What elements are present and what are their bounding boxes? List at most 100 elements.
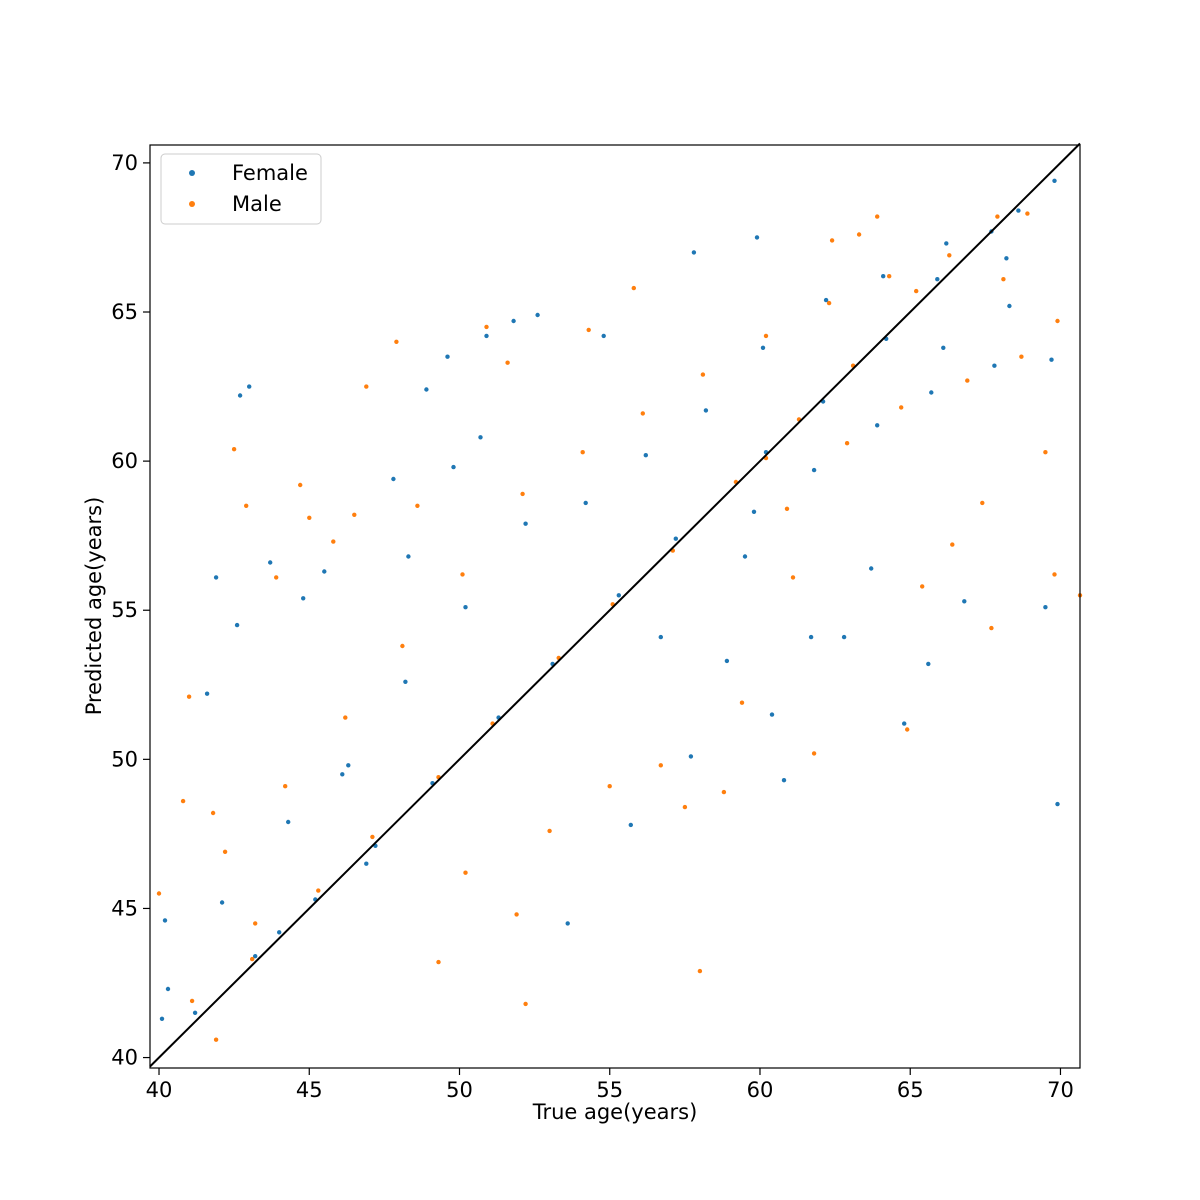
data-point-male [156,891,162,896]
series-female [159,178,1060,1021]
data-point-female [301,596,306,601]
data-point-female [1016,208,1021,213]
data-point-female [391,476,396,482]
y-tick-label: 65 [111,300,138,324]
data-point-male [547,828,552,834]
data-point-female [268,560,273,565]
data-point-male [763,333,769,339]
legend-box [160,153,322,225]
data-point-male [947,253,952,258]
data-point-male [1025,211,1030,216]
data-point-male [436,959,441,965]
data-point-female [601,333,606,339]
data-point-female [902,721,907,726]
x-tick-label: 60 [747,1078,774,1102]
y-tick-label: 50 [111,747,138,771]
data-point-male [180,798,186,804]
y-axis-label: Predicted age(years) [82,497,106,716]
x-axis: 40 45 50 55 60 65 70 [146,1068,1074,1102]
data-point-male [1052,572,1057,577]
data-point-female [484,333,489,339]
data-point-male [829,238,835,243]
data-point-male [222,849,228,854]
data-point-female [875,423,880,428]
data-point-male [995,214,1000,219]
data-point-female [724,658,730,664]
data-point-female [565,921,570,926]
data-point-male [213,1037,219,1042]
y-tick-label: 55 [111,598,138,622]
x-tick-label: 55 [596,1078,623,1102]
points-layer [156,178,1083,1042]
data-point-female [478,435,483,440]
data-point-male [914,288,919,294]
legend-marker-male [189,201,195,207]
data-point-male [274,575,279,580]
data-point-female [703,408,709,413]
y-tick-label: 60 [111,449,138,473]
data-point-male [826,300,832,306]
data-point-female [192,1010,198,1015]
data-point-female [322,569,327,574]
data-point-male [811,751,817,756]
data-point-female [165,986,171,992]
data-point-female [754,235,760,240]
data-point-male [364,384,369,389]
data-point-female [403,679,408,684]
data-point-male [980,500,985,506]
data-point-male [905,727,910,732]
y-axis: 40 45 50 55 60 65 70 [111,151,150,1070]
data-point-female [929,390,934,395]
data-point-female [424,387,429,392]
data-point-female [658,634,663,640]
data-point-male [658,763,663,768]
data-point-female [935,277,940,282]
data-point-female [742,554,748,559]
data-point-male [505,360,510,365]
data-point-female [691,250,697,255]
data-point-male [887,274,892,279]
data-point-female [445,354,450,359]
data-point-male [298,482,303,488]
data-point-male [586,327,591,333]
data-point-female [219,900,225,905]
data-point-female [962,599,967,604]
x-tick-label: 65 [897,1078,924,1102]
data-point-male [1055,318,1060,324]
data-point-female [688,754,694,759]
y-tick-label: 70 [111,151,138,175]
data-point-male [370,834,375,840]
data-point-male [697,968,703,974]
data-point-male [784,506,790,511]
data-point-female [535,312,540,318]
x-tick-label: 45 [296,1078,323,1102]
data-point-male [352,512,357,517]
data-point-male [875,214,880,219]
data-point-male [400,643,405,649]
data-point-female [253,954,258,959]
data-point-female [159,1016,165,1021]
data-point-male [856,232,862,237]
data-point-male [640,411,645,416]
data-point-male [682,804,688,810]
data-point-male [231,447,237,452]
data-point-male [283,784,288,789]
data-point-male [210,810,216,816]
x-tick-label: 70 [1047,1078,1074,1102]
data-point-female [1007,303,1012,309]
data-point-female [944,241,949,246]
legend-marker-female [189,170,195,176]
data-point-male [1019,354,1024,359]
data-point-male [721,789,727,795]
data-point-male [520,491,525,497]
data-point-male [415,503,420,508]
data-point-female [346,763,351,768]
data-point-female [811,467,817,473]
data-point-male [899,405,904,410]
data-point-male [950,542,955,547]
data-point-female [869,566,874,571]
data-point-female [628,822,633,828]
data-point-female [1004,256,1009,261]
data-point-male [790,575,796,580]
